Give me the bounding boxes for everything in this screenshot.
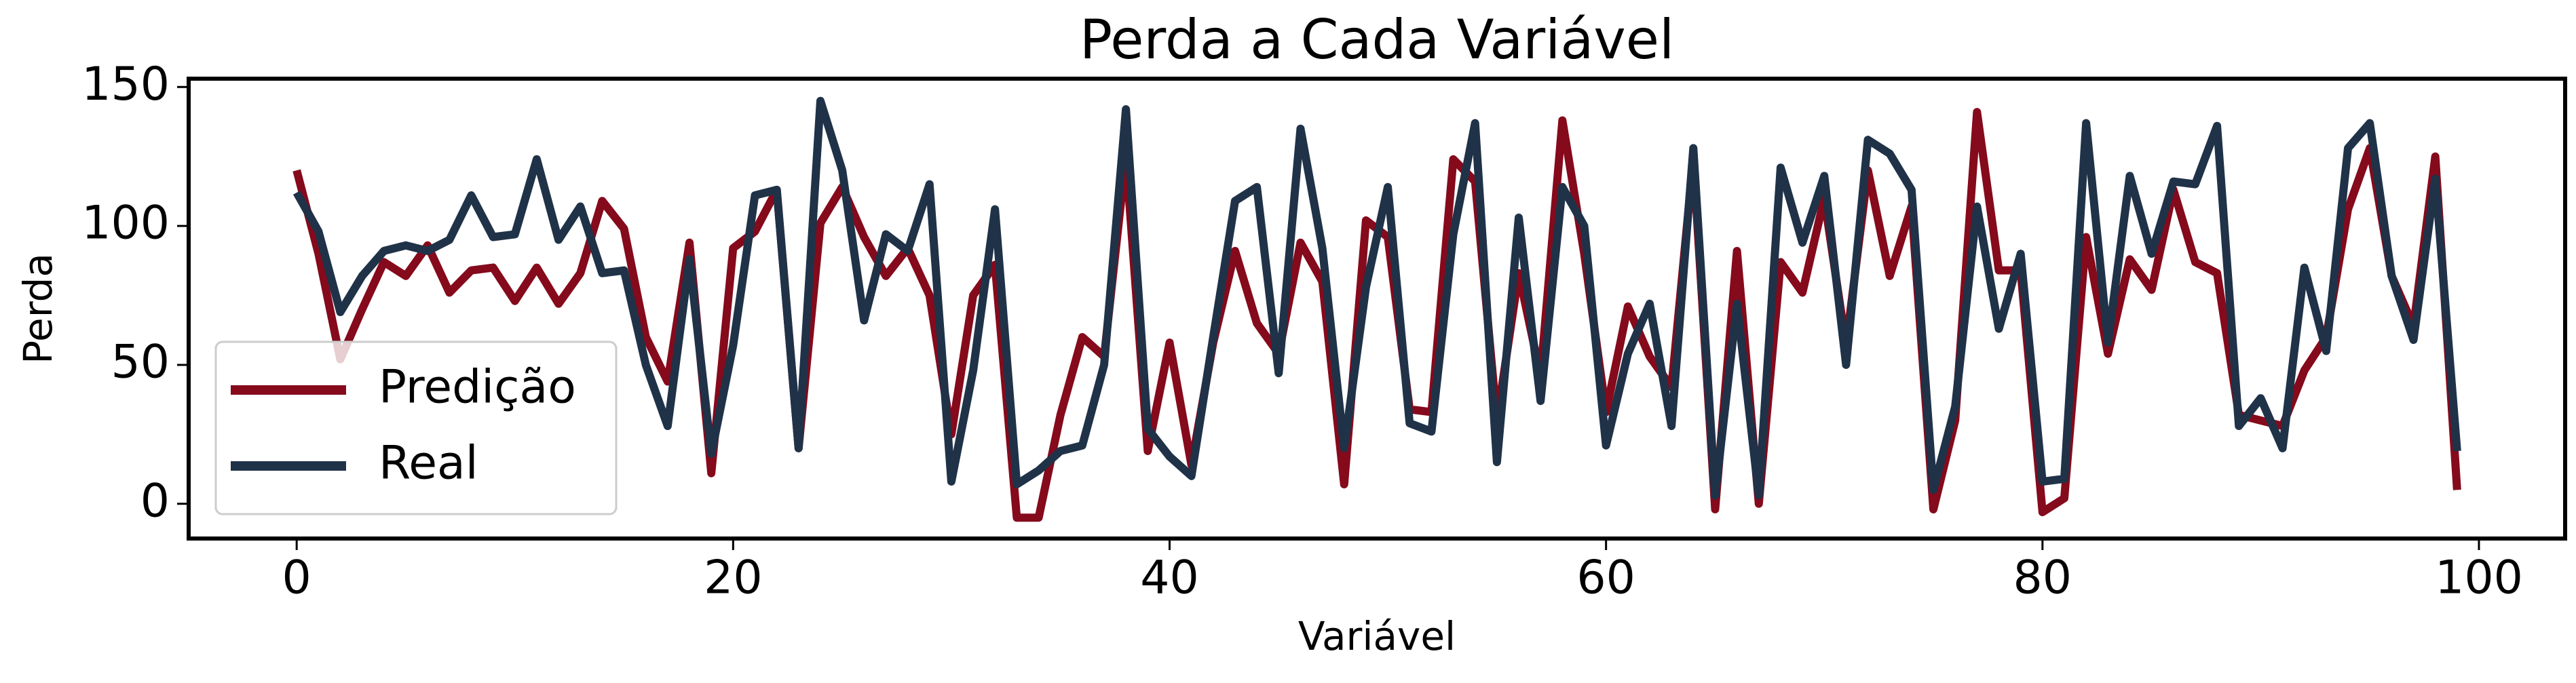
legend-label: Real: [379, 437, 478, 490]
y-tick-label: 150: [81, 58, 170, 111]
legend-box: [214, 340, 618, 515]
series-line: [292, 96, 2461, 500]
y-axis-label: Perda: [15, 253, 61, 364]
y-tick-label: 100: [81, 197, 170, 250]
plot-frame: [187, 77, 2567, 541]
chart-title: Perda a Cada Variável: [1080, 8, 1674, 71]
legend-label: Predição: [379, 361, 576, 414]
x-axis-label: Variável: [1298, 613, 1456, 659]
y-tick-label: 50: [111, 336, 170, 389]
x-tick-label: 20: [704, 551, 763, 605]
x-tick-label: 100: [2435, 551, 2523, 605]
series-line: [292, 108, 2461, 522]
x-tick-label: 40: [1140, 551, 1199, 605]
y-tick-label: 0: [140, 474, 170, 528]
x-tick-label: 80: [2013, 551, 2072, 605]
x-tick-label: 0: [282, 551, 311, 605]
x-tick-label: 60: [1576, 551, 1635, 605]
